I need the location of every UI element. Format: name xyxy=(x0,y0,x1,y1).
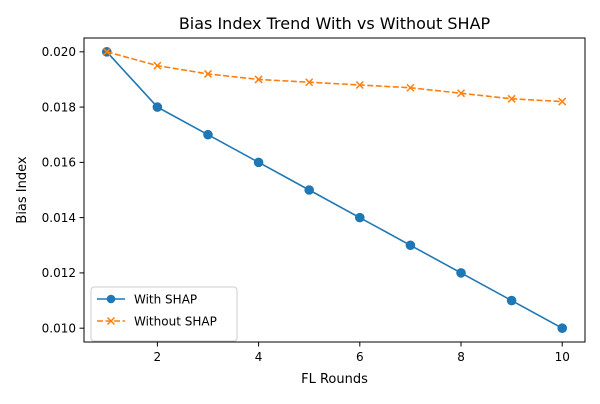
data-point xyxy=(456,89,466,98)
y-tick-label: 0.014 xyxy=(42,211,76,225)
data-point xyxy=(506,295,517,306)
y-axis-label: Bias Index xyxy=(15,156,30,223)
data-point xyxy=(254,75,263,84)
legend-marker xyxy=(106,294,116,304)
legend: With SHAP Without SHAP xyxy=(90,286,238,342)
legend-marker xyxy=(106,316,116,326)
x-tick-label: 2 xyxy=(154,350,162,364)
data-point xyxy=(305,78,314,87)
series-0 xyxy=(101,47,568,333)
y-tick-label: 0.012 xyxy=(42,266,76,280)
y-tick-label: 0.016 xyxy=(42,156,76,170)
x-axis-label: FL Rounds xyxy=(301,372,368,387)
chart-title: Bias Index Trend With vs Without SHAP xyxy=(179,14,491,33)
data-point xyxy=(557,323,568,333)
data-point xyxy=(153,61,162,70)
series-line xyxy=(106,51,563,103)
legend-label: Without SHAP xyxy=(134,314,217,328)
data-point xyxy=(405,240,416,251)
legend-box xyxy=(90,286,238,342)
series-line xyxy=(106,51,563,329)
legend-label: With SHAP xyxy=(134,292,197,306)
x-tick-label: 6 xyxy=(356,350,364,364)
data-point xyxy=(203,69,213,78)
data-point xyxy=(152,102,163,112)
y-tick-label: 0.018 xyxy=(42,100,76,114)
data-point xyxy=(203,129,213,140)
y-tick-label: 0.020 xyxy=(42,45,76,59)
data-point xyxy=(507,94,516,103)
data-point xyxy=(456,268,466,278)
data-point xyxy=(304,185,314,195)
data-point xyxy=(406,83,415,92)
x-tick-label: 4 xyxy=(255,350,263,364)
x-tick-label: 8 xyxy=(457,350,465,364)
y-tick-label: 0.010 xyxy=(42,321,76,335)
data-point xyxy=(355,212,365,223)
x-tick-label: 10 xyxy=(555,350,570,364)
data-point xyxy=(558,97,567,106)
series-1 xyxy=(102,47,567,106)
data-point xyxy=(355,80,364,90)
plot-frame xyxy=(83,37,586,343)
data-point xyxy=(253,157,264,168)
data-point xyxy=(102,47,111,56)
